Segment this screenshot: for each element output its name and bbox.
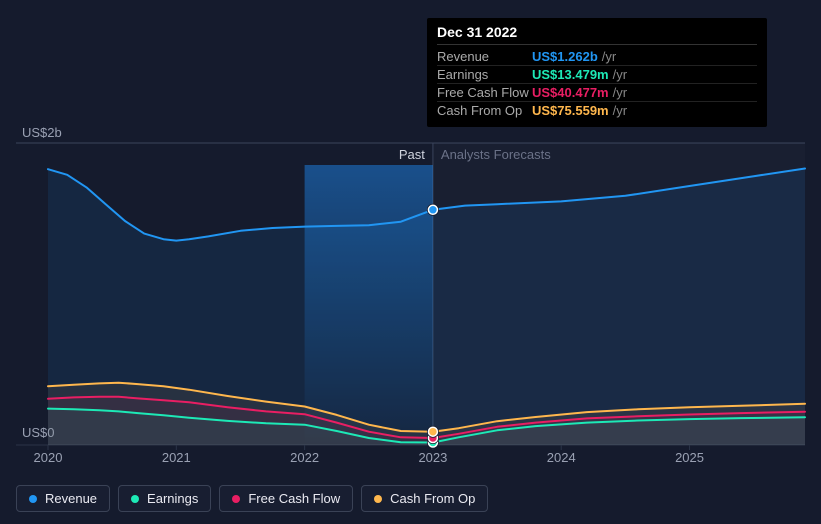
legend-label: Revenue	[45, 491, 97, 506]
legend-dot-icon	[374, 495, 382, 503]
legend-dot-icon	[29, 495, 37, 503]
legend-item-cash_from_op[interactable]: Cash From Op	[361, 485, 488, 512]
x-tick: 2023	[418, 450, 447, 465]
past-label: Past	[399, 147, 425, 162]
marker-cash_from_op	[428, 427, 437, 436]
x-tick: 2020	[34, 450, 63, 465]
tooltip-value: US$75.559m	[532, 103, 609, 118]
legend-label: Cash From Op	[390, 491, 475, 506]
legend-dot-icon	[131, 495, 139, 503]
legend-item-free_cash_flow[interactable]: Free Cash Flow	[219, 485, 353, 512]
tooltip-unit: /yr	[613, 85, 627, 100]
tooltip-label: Revenue	[437, 49, 532, 64]
tooltip-value: US$13.479m	[532, 67, 609, 82]
legend-label: Free Cash Flow	[248, 491, 340, 506]
chart-tooltip: Dec 31 2022 RevenueUS$1.262b/yrEarningsU…	[427, 18, 767, 127]
legend-item-revenue[interactable]: Revenue	[16, 485, 110, 512]
legend: Revenue Earnings Free Cash Flow Cash From O…	[16, 485, 488, 512]
legend-dot-icon	[232, 495, 240, 503]
legend-item-earnings[interactable]: Earnings	[118, 485, 211, 512]
tooltip-unit: /yr	[602, 49, 616, 64]
forecast-label: Analysts Forecasts	[441, 147, 551, 162]
tooltip-unit: /yr	[613, 103, 627, 118]
x-tick: 2021	[162, 450, 191, 465]
tooltip-row-revenue: RevenueUS$1.262b/yr	[437, 48, 757, 66]
legend-label: Earnings	[147, 491, 198, 506]
tooltip-row-free_cash_flow: Free Cash FlowUS$40.477m/yr	[437, 84, 757, 102]
marker-revenue	[428, 205, 437, 214]
tooltip-row-earnings: EarningsUS$13.479m/yr	[437, 66, 757, 84]
tooltip-date: Dec 31 2022	[437, 24, 757, 45]
x-tick: 2022	[290, 450, 319, 465]
tooltip-row-cash_from_op: Cash From OpUS$75.559m/yr	[437, 102, 757, 119]
tooltip-value: US$1.262b	[532, 49, 598, 64]
y-axis-top-label: US$2b	[22, 125, 62, 140]
tooltip-label: Cash From Op	[437, 103, 532, 118]
x-tick: 2024	[547, 450, 576, 465]
tooltip-label: Free Cash Flow	[437, 85, 532, 100]
tooltip-unit: /yr	[613, 67, 627, 82]
x-tick: 2025	[675, 450, 704, 465]
tooltip-label: Earnings	[437, 67, 532, 82]
tooltip-value: US$40.477m	[532, 85, 609, 100]
